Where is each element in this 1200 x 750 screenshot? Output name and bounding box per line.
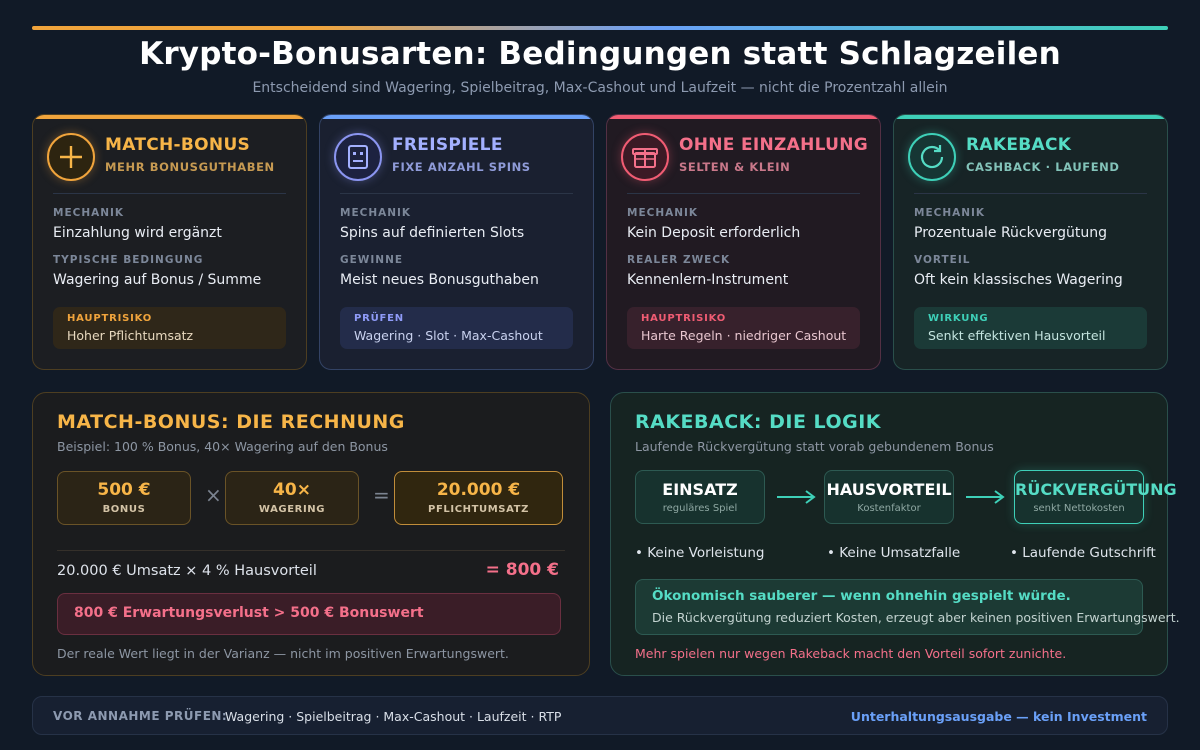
panel-subtitle: Laufende Rückvergütung statt vorab gebun… — [635, 439, 994, 454]
card-risk-box: HAUPTRISIKO Hoher Pflichtumsatz — [53, 307, 286, 349]
wagering-label: WAGERING — [258, 504, 326, 515]
panel-title: RAKEBACK: DIE LOGIK — [635, 411, 882, 433]
check-label: PRÜFEN — [354, 313, 404, 324]
benefit-bullet: • Keine Umsatzfalle — [827, 545, 961, 561]
card-check-box: PRÜFEN Wagering · Slot · Max-Cashout — [340, 307, 573, 349]
calculation-result: = 800 € — [485, 560, 559, 580]
check-value: Wagering · Slot · Max-Cashout — [354, 328, 543, 343]
card-value: Kennenlern-Instrument — [627, 272, 789, 288]
bonus-label: BONUS — [102, 504, 146, 515]
card-title: RAKEBACK — [966, 135, 1072, 155]
effect-value: Senkt effektiven Hausvorteil — [928, 328, 1106, 343]
card-label: VORTEIL — [914, 254, 971, 266]
card-label: MECHANIK — [53, 207, 125, 219]
card-subtitle: MEHR BONUSGUTHABEN — [105, 160, 275, 174]
multiply-sign: × — [205, 483, 222, 507]
panel-warning-footnote: Mehr spielen nur wegen Rakeback macht de… — [635, 646, 1067, 661]
flow-step-title: HAUSVORTEIL — [826, 480, 952, 499]
panel-title: MATCH-BONUS: DIE RECHNUNG — [57, 411, 405, 433]
calculation-text: 20.000 € Umsatz × 4 % Hausvorteil — [57, 563, 317, 579]
card-title: OHNE EINZAHLUNG — [679, 135, 869, 155]
card-value: Prozentuale Rückvergütung — [914, 225, 1108, 241]
card-ohne-einzahlung: OHNE EINZAHLUNG SELTEN & KLEIN MECHANIK … — [606, 114, 881, 370]
card-label: MECHANIK — [627, 207, 699, 219]
top-gradient-line — [32, 26, 1168, 30]
pflichtumsatz-label: PFLICHTUMSATZ — [428, 504, 529, 515]
effect-label: WIRKUNG — [928, 313, 989, 324]
card-value: Wagering auf Bonus / Summe — [53, 272, 262, 288]
flow-step-label: senkt Nettokosten — [1033, 503, 1125, 514]
risk-value: Hoher Pflichtumsatz — [67, 328, 194, 343]
refresh-icon — [908, 133, 956, 181]
card-divider — [627, 193, 860, 194]
pflichtumsatz-box: 20.000 € PFLICHTUMSATZ — [394, 471, 563, 525]
card-value: Oft kein klassisches Wagering — [914, 272, 1123, 288]
card-divider — [340, 193, 573, 194]
highlight-title: Ökonomisch sauberer — wenn ohnehin gespi… — [652, 588, 1071, 604]
flow-step-hausvorteil: HAUSVORTEIL Kostenfaktor — [824, 470, 954, 524]
card-accent-bar — [894, 115, 1167, 119]
card-label: REALER ZWECK — [627, 254, 731, 266]
card-label: TYPISCHE BEDINGUNG — [53, 254, 204, 266]
card-label: GEWINNE — [340, 254, 404, 266]
card-rakeback: RAKEBACK CASHBACK · LAUFEND MECHANIK Pro… — [893, 114, 1168, 370]
checklist-items: Wagering · Spielbeitrag · Max-Cashout · … — [225, 709, 562, 724]
checklist-bar: VOR ANNAHME PRÜFEN: Wagering · Spielbeit… — [32, 696, 1168, 735]
plus-icon — [47, 133, 95, 181]
checklist-label: VOR ANNAHME PRÜFEN: — [53, 709, 228, 723]
card-value: Spins auf definierten Slots — [340, 225, 525, 241]
card-title: FREISPIELE — [392, 135, 503, 155]
page-subtitle: Entscheidend sind Wagering, Spielbeitrag… — [252, 80, 948, 96]
slot-machine-icon — [334, 133, 382, 181]
highlight-text: Die Rückvergütung reduziert Kosten, erze… — [652, 610, 1180, 625]
risk-label: HAUPTRISIKO — [641, 313, 727, 324]
match-bonus-calculation-panel: MATCH-BONUS: DIE RECHNUNG Beispiel: 100 … — [32, 392, 590, 676]
benefit-bullet: • Laufende Gutschrift — [1010, 545, 1156, 561]
flow-step-einsatz: EINSATZ reguläres Spiel — [635, 470, 765, 524]
equals-sign: = — [373, 483, 390, 507]
gift-box-icon — [621, 133, 669, 181]
arrow-right-icon — [966, 490, 1005, 504]
card-label: MECHANIK — [340, 207, 412, 219]
flow-step-rueckverguetung: RÜCKVERGÜTUNG senkt Nettokosten — [1014, 470, 1177, 524]
highlight-box: Ökonomisch sauberer — wenn ohnehin gespi… — [635, 579, 1180, 635]
flow-step-label: reguläres Spiel — [662, 503, 738, 514]
card-freispiele: FREISPIELE FIXE ANZAHL SPINS MECHANIK Sp… — [319, 114, 594, 370]
card-effect-box: WIRKUNG Senkt effektiven Hausvorteil — [914, 307, 1147, 349]
flow-step-title: EINSATZ — [662, 480, 738, 499]
card-subtitle: FIXE ANZAHL SPINS — [392, 160, 531, 174]
card-accent-bar — [33, 115, 306, 119]
card-accent-bar — [607, 115, 880, 119]
pflichtumsatz-value: 20.000 € — [436, 480, 521, 500]
rakeback-logic-panel: RAKEBACK: DIE LOGIK Laufende Rückvergütu… — [610, 392, 1180, 676]
card-risk-box: HAUPTRISIKO Harte Regeln · niedriger Cas… — [627, 307, 860, 349]
panel-subtitle: Beispiel: 100 % Bonus, 40× Wagering auf … — [57, 439, 388, 454]
card-value: Kein Deposit erforderlich — [627, 225, 801, 241]
risk-value: Harte Regeln · niedriger Cashout — [641, 328, 847, 343]
bonus-value: 500 € — [97, 480, 151, 500]
arrow-right-icon — [777, 490, 816, 504]
card-accent-bar — [320, 115, 593, 119]
panel-footnote: Der reale Wert liegt in der Varianz — ni… — [57, 646, 509, 661]
card-subtitle: SELTEN & KLEIN — [679, 160, 791, 174]
flow-step-label: Kostenfaktor — [857, 503, 921, 514]
benefit-bullet: • Keine Vorleistung — [635, 545, 765, 561]
bonus-box: 500 € BONUS — [57, 471, 191, 525]
card-divider — [914, 193, 1147, 194]
card-label: MECHANIK — [914, 207, 986, 219]
flow-step-title: RÜCKVERGÜTUNG — [1015, 480, 1177, 499]
disclaimer-note: Unterhaltungsausgabe — kein Investment — [850, 709, 1147, 724]
card-value: Einzahlung wird ergänzt — [53, 225, 222, 241]
divider — [57, 550, 565, 551]
page-title: Krypto-Bonusarten: Bedingungen statt Sch… — [139, 36, 1061, 72]
card-value: Meist neues Bonusguthaben — [340, 272, 539, 288]
card-title: MATCH-BONUS — [105, 135, 251, 155]
wagering-value: 40× — [273, 480, 311, 500]
expected-loss-warning: 800 € Erwartungsverlust > 500 € Bonuswer… — [57, 593, 561, 635]
wagering-box: 40× WAGERING — [225, 471, 359, 525]
risk-label: HAUPTRISIKO — [67, 313, 153, 324]
card-match-bonus: MATCH-BONUS MEHR BONUSGUTHABEN MECHANIK … — [32, 114, 307, 370]
card-subtitle: CASHBACK · LAUFEND — [966, 160, 1120, 174]
card-divider — [53, 193, 286, 194]
